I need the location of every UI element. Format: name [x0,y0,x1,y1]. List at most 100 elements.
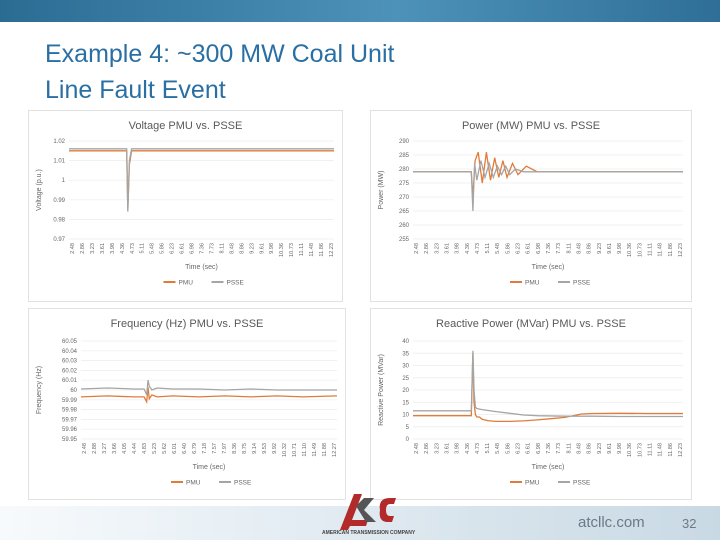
x-tick-label: 7.18 [202,443,208,454]
header-bar [0,0,720,22]
x-tick-label: 6.40 [182,443,188,454]
x-tick-label: 3.61 [444,243,450,254]
x-tick-label: 11.86 [319,243,325,257]
x-tick-label: 11.86 [668,243,674,257]
svg-text:AMERICAN TRANSMISSION COMPANY: AMERICAN TRANSMISSION COMPANY [322,530,416,536]
x-tick-label: 6.61 [526,243,532,254]
x-tick-label: 10.36 [627,443,633,457]
x-tick-label: 3.98 [455,443,461,454]
y-tick-label: 30 [402,364,409,370]
chart-title: Power (MW) PMU vs. PSSE [462,120,600,132]
x-tick-label: 5.48 [495,243,501,254]
x-tick-label: 3.27 [102,443,108,454]
x-axis-label: Time (sec) [532,264,565,271]
x-tick-label: 6.23 [516,243,522,254]
x-tick-label: 3.98 [455,243,461,254]
x-tick-label: 6.23 [516,443,522,454]
legend-label-pmu: PMU [525,280,540,287]
x-tick-label: 4.73 [475,243,481,254]
y-tick-label: 1 [62,178,66,184]
y-axis-label: Reactive Power (MVar) [378,354,385,426]
x-tick-label: 10.36 [279,243,285,257]
chart-title: Frequency (Hz) PMU vs. PSSE [111,318,264,330]
y-tick-label: 0.99 [53,198,65,204]
x-tick-label: 8.86 [239,243,245,254]
x-tick-label: 4.44 [132,443,138,454]
footer-url[interactable]: atcllc.com [578,514,645,531]
y-tick-label: 60.04 [62,349,78,355]
x-tick-label: 8.48 [576,243,582,254]
y-tick-label: 60 [70,388,77,394]
x-tick-label: 10.32 [282,443,288,457]
x-tick-label: 9.53 [262,443,268,454]
x-tick-label: 9.61 [259,243,265,254]
x-tick-label: 2.48 [414,443,420,454]
y-tick-label: 40 [402,339,409,345]
y-tick-label: 60.02 [62,368,78,374]
x-tick-label: 8.11 [566,443,572,453]
x-tick-label: 3.66 [112,443,118,454]
x-tick-label: 5.48 [495,443,501,454]
x-tick-label: 10.73 [637,243,643,257]
x-tick-label: 7.73 [556,243,562,254]
y-tick-label: 10 [402,413,409,419]
legend-label-pmu: PMU [179,280,194,287]
y-tick-label: 20 [402,388,409,394]
x-tick-label: 6.98 [536,243,542,254]
atc-logo: AMERICAN TRANSMISSION COMPANY [322,494,416,536]
reactive-power-chart-panel: Reactive Power (MVar) PMU vs. PSSE 40 35 30… [370,308,692,500]
series-line-psse [69,148,334,212]
y-tick-label: 270 [399,195,410,201]
x-tick-label: 5.11 [140,243,146,253]
x-tick-label: 8.11 [219,243,225,253]
x-tick-label: 7.57 [212,443,218,454]
x-axis-label: Time (sec) [532,464,565,471]
y-tick-label: 59.96 [62,427,78,433]
x-tick-label: 6.61 [526,443,532,454]
y-tick-label: 290 [399,139,410,145]
x-tick-label: 5.86 [505,243,511,254]
x-tick-label: 8.11 [566,243,572,253]
x-tick-label: 8.48 [576,443,582,454]
series-line-psse [80,380,337,396]
series-line-pmu [80,387,338,405]
x-tick-label: 10.71 [292,443,298,457]
legend-label-pmu: PMU [186,480,201,487]
x-tick-label: 5.86 [160,243,166,254]
x-tick-label: 12.27 [332,443,338,457]
x-tick-label: 4.36 [465,443,471,454]
x-tick-label: 4.83 [142,443,148,454]
x-tick-label: 4.36 [465,243,471,254]
y-tick-label: 60.01 [62,378,78,384]
y-tick-label: 275 [399,181,410,187]
y-tick-label: 60.03 [62,359,78,365]
x-tick-label: 9.98 [269,243,275,254]
x-tick-label: 2.86 [424,243,430,254]
x-axis-label: Time (sec) [193,464,226,471]
x-tick-label: 5.86 [505,443,511,454]
y-tick-label: 5 [406,425,410,431]
x-tick-label: 12.23 [678,443,684,457]
chart-title: Reactive Power (MVar) PMU vs. PSSE [436,318,626,330]
x-tick-label: 3.98 [110,243,116,254]
y-tick-label: 35 [402,351,409,357]
x-tick-label: 9.23 [597,443,603,454]
x-tick-label: 9.61 [607,443,613,454]
y-tick-label: 1.01 [53,159,65,165]
legend-label-pmu: PMU [525,480,540,487]
x-tick-label: 3.61 [444,443,450,454]
x-tick-label: 2.48 [414,243,420,254]
y-tick-label: 60.05 [62,339,78,345]
x-tick-label: 2.48 [82,443,88,454]
legend-label-psse: PSSE [573,480,591,487]
x-tick-label: 7.73 [209,243,215,254]
y-tick-label: 0 [406,437,410,443]
x-tick-label: 6.98 [536,443,542,454]
y-tick-label: 15 [402,400,409,406]
x-tick-label: 7.73 [556,443,562,454]
x-tick-label: 11.88 [322,443,328,457]
y-tick-label: 1.02 [53,139,65,145]
x-tick-label: 5.11 [485,443,491,453]
y-tick-label: 25 [402,376,409,382]
x-tick-label: 3.23 [434,243,440,254]
